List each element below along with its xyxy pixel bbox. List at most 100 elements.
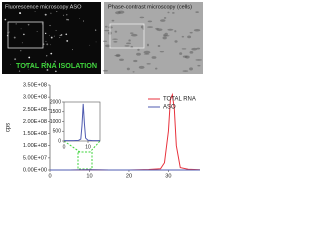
- cell: [196, 47, 201, 50]
- x-tick-label: 0: [63, 144, 66, 150]
- dot: [46, 69, 49, 71]
- y-tick-label: 2.50E+08: [23, 107, 47, 113]
- cell: [143, 53, 150, 55]
- dot: [20, 50, 22, 52]
- dot: [56, 10, 58, 13]
- cell: [139, 16, 145, 19]
- dot: [66, 39, 69, 42]
- dot: [27, 23, 30, 26]
- cell: [193, 28, 201, 32]
- cell: [147, 26, 154, 28]
- cell: [115, 11, 121, 15]
- dot: [21, 42, 23, 44]
- dot: [44, 32, 47, 35]
- dot: [55, 70, 57, 73]
- cell: [197, 64, 201, 67]
- dot: [72, 49, 74, 51]
- dot: [46, 63, 48, 65]
- x-tick-label: 20: [126, 173, 132, 179]
- dot: [66, 18, 68, 21]
- dot: [23, 33, 25, 36]
- cell: [189, 31, 193, 34]
- dot: [82, 20, 85, 22]
- dot: [31, 65, 34, 67]
- panel-title: Phase-contrast microscopy (cells): [108, 4, 192, 10]
- cell: [191, 47, 198, 51]
- cell: [195, 11, 199, 14]
- dot: [41, 23, 43, 25]
- cell: [143, 50, 151, 54]
- cell: [140, 25, 145, 29]
- dot: [46, 43, 49, 46]
- dot: [4, 18, 7, 21]
- cell: [160, 19, 166, 22]
- y-tick-label: 1.50E+08: [23, 131, 47, 137]
- phase-image: [104, 2, 203, 74]
- legend-label: ASO: [163, 105, 176, 111]
- cell: [115, 53, 121, 58]
- y-tick-label: 0.00E+00: [23, 167, 47, 173]
- cell: [130, 33, 138, 37]
- dot: [92, 62, 94, 65]
- cell: [108, 26, 113, 29]
- dot: [45, 41, 47, 42]
- dot: [28, 68, 30, 70]
- cell: [155, 67, 158, 70]
- y-tick-label: 3.50E+08: [23, 82, 47, 88]
- dot: [55, 30, 57, 31]
- cell: [138, 65, 145, 69]
- dot: [34, 11, 36, 13]
- cell: [146, 43, 150, 47]
- cell: [156, 28, 163, 32]
- dot: [65, 33, 68, 36]
- dot: [25, 64, 27, 66]
- x-tick-label: 0: [48, 173, 51, 179]
- dot: [59, 34, 61, 36]
- cell: [181, 35, 185, 38]
- cell: [184, 55, 190, 59]
- dot: [8, 31, 10, 33]
- dot: [19, 11, 20, 13]
- y-tick-label: 0: [58, 138, 61, 144]
- dot: [44, 61, 47, 63]
- cell: [113, 40, 118, 43]
- y-tick-label: 5.00E+07: [23, 155, 47, 161]
- dot: [66, 63, 68, 65]
- cell: [119, 58, 124, 61]
- dot: [59, 36, 61, 38]
- dot: [62, 14, 65, 16]
- dot: [60, 34, 63, 36]
- cell: [172, 11, 175, 14]
- cell: [151, 56, 157, 59]
- cell: [159, 50, 165, 53]
- dot: [20, 28, 22, 30]
- dot: [44, 13, 47, 16]
- cell: [167, 11, 170, 14]
- dot: [95, 29, 97, 31]
- cell: [133, 59, 138, 63]
- dot: [46, 55, 48, 57]
- y-tick-label: 3.00E+08: [23, 95, 47, 101]
- dot: [10, 64, 11, 65]
- dot: [36, 31, 38, 33]
- zoom-lines: [63, 140, 101, 170]
- cell: [129, 32, 134, 34]
- dot: [53, 35, 55, 37]
- x-tick-label: 10: [86, 173, 92, 179]
- dot: [79, 18, 81, 19]
- cell: [174, 30, 177, 33]
- phase-cells: [102, 10, 203, 73]
- y-tick-label: 500: [53, 129, 62, 135]
- cell: [147, 20, 153, 23]
- fluorescence-panel: Fluorescence microscopy ASO TOTAL RNA IS…: [2, 2, 101, 74]
- dot: [89, 44, 91, 46]
- cell: [114, 30, 118, 33]
- panel-label: TOTAL RNA ISOLATION: [16, 61, 97, 70]
- cell: [102, 40, 108, 42]
- cell: [195, 59, 203, 61]
- dot: [54, 60, 56, 63]
- cell: [132, 71, 135, 73]
- dot: [50, 12, 52, 14]
- cell: [105, 44, 111, 48]
- dot: [15, 23, 17, 25]
